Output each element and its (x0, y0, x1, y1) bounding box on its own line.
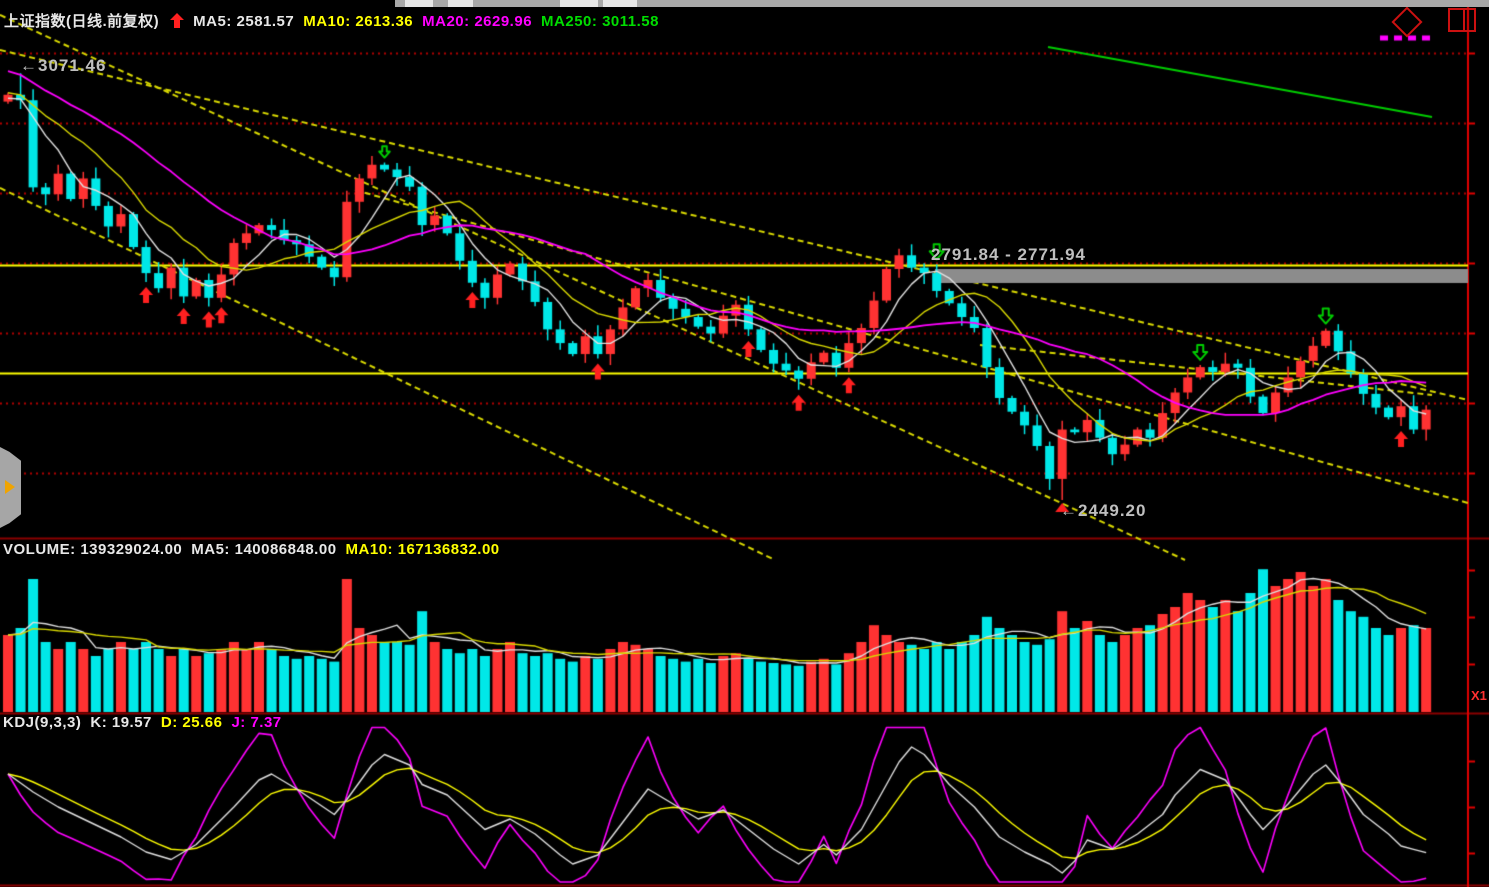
kdj-d-value: D: 25.66 (160, 714, 223, 731)
main-chart-header: 上证指数(日线.前复权) MA5: 2581.57 MA10: 2613.36 MA2… (4, 10, 668, 31)
volume-ma10-value: MA10: 167136832.00 (345, 541, 500, 558)
symbol-title: 上证指数(日线.前复权) (4, 13, 160, 30)
kdj-k-value: K: 19.57 (90, 714, 152, 731)
window-fragment (405, 0, 433, 7)
ma10-value: MA10: 2613.36 (303, 13, 414, 30)
volume-value: VOLUME: 139329024.00 (3, 541, 183, 558)
kdj-indicator-label: KDJ(9,3,3) (3, 714, 82, 731)
x1-axis-label: X1 (1471, 688, 1487, 703)
window-fragment (603, 0, 637, 7)
split-window-divider (1463, 10, 1465, 30)
volume-ma5-value: MA5: 140086848.00 (191, 541, 337, 558)
window-fragment (448, 0, 473, 7)
volume-header: VOLUME: 139329024.00 MA5: 140086848.00 MA1… (3, 541, 509, 558)
gap-range-annotation: 2791.84 - 2771.94 (931, 245, 1087, 264)
expand-arrow-icon (5, 480, 15, 494)
ma20-value: MA20: 2629.96 (422, 13, 533, 30)
ma250-value: MA250: 3011.58 (541, 13, 659, 30)
ma5-value: MA5: 2581.57 (193, 13, 295, 30)
high-price-annotation: ←3071.46 (20, 56, 107, 75)
low-price-annotation: ←2449.20 (1060, 501, 1147, 520)
kdj-header: KDJ(9,3,3) K: 19.57 D: 25.66 J: 7.37 (3, 714, 291, 731)
up-arrow-icon (170, 13, 185, 28)
kdj-j-value: J: 7.37 (231, 714, 282, 731)
window-fragment (560, 0, 598, 7)
sidebar-expand-tab[interactable] (0, 447, 21, 528)
top-window-strip (395, 0, 1489, 7)
split-window-icon[interactable] (1448, 8, 1476, 32)
